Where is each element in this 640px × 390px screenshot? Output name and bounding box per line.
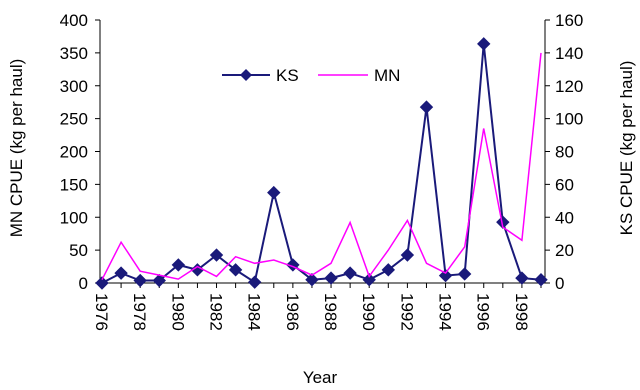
data-point-ks	[324, 271, 338, 285]
right-tick-label: 120	[555, 77, 583, 96]
legend-marker-ks	[240, 69, 252, 81]
left-tick-label: 400	[60, 11, 88, 30]
left-tick-label: 200	[60, 143, 88, 162]
x-tick-label: 1992	[397, 293, 416, 331]
data-point-ks	[477, 37, 491, 51]
data-point-ks	[247, 275, 262, 289]
x-tick-label: 1998	[512, 293, 531, 331]
data-point-ks	[496, 215, 510, 229]
x-tick-label: 1994	[436, 293, 455, 331]
data-point-ks	[133, 273, 147, 288]
data-point-ks	[305, 273, 319, 287]
data-point-ks	[95, 276, 109, 290]
x-tick-label: 1982	[207, 293, 226, 331]
right-tick-label: 100	[555, 110, 583, 129]
left-tick-label: 150	[60, 175, 88, 194]
data-point-ks	[381, 263, 396, 277]
x-tick-label: 1996	[474, 293, 493, 331]
data-point-ks	[228, 263, 243, 277]
right-tick-label: 140	[555, 44, 583, 63]
x-tick-label: 1980	[168, 293, 187, 331]
right-tick-label: 60	[555, 175, 574, 194]
x-tick-label: 1978	[130, 293, 149, 331]
data-point-ks	[362, 273, 376, 287]
x-tick-label: 1988	[321, 293, 340, 331]
right-tick-label: 40	[555, 208, 574, 227]
data-point-ks	[171, 258, 186, 272]
data-point-ks	[457, 267, 472, 281]
data-point-ks	[267, 185, 281, 200]
left-tick-label: 300	[60, 77, 88, 96]
series-line-ks	[101, 43, 542, 284]
legend-label-mn: MN	[374, 66, 400, 85]
data-point-ks	[534, 273, 548, 287]
right-tick-label: 20	[555, 241, 574, 260]
right-tick-label: 0	[555, 274, 564, 293]
data-point-ks	[152, 273, 166, 288]
left-tick-label: 50	[69, 241, 88, 260]
data-point-ks	[114, 266, 128, 280]
left-axis-title: MN CPUE (kg per haul)	[7, 59, 26, 238]
right-tick-label: 80	[555, 143, 574, 162]
x-tick-label: 1986	[283, 293, 302, 331]
right-axis-title: KS CPUE (kg per haul)	[617, 61, 636, 236]
data-point-ks	[343, 266, 357, 280]
left-tick-label: 250	[60, 110, 88, 129]
left-tick-label: 100	[60, 208, 88, 227]
x-tick-label: 1976	[92, 293, 111, 331]
left-tick-label: 350	[60, 44, 88, 63]
series-layer	[95, 37, 548, 290]
left-tick-label: 0	[79, 274, 88, 293]
series-line-mn	[101, 52, 542, 281]
data-point-ks	[209, 248, 224, 262]
x-tick-label: 1984	[245, 293, 264, 331]
axes: 0 50 100 150 200 250 300 350 400 0 20 40 60 80 100 120 1…	[60, 11, 584, 331]
data-point-ks	[438, 268, 453, 283]
data-point-ks	[400, 248, 415, 262]
legend: KS MN	[222, 66, 400, 85]
legend-label-ks: KS	[276, 66, 299, 85]
x-axis-title: Year	[303, 368, 338, 387]
right-tick-label: 160	[555, 11, 583, 30]
data-point-ks	[515, 271, 529, 285]
x-tick-label: 1990	[359, 293, 378, 331]
data-point-ks	[419, 100, 434, 114]
